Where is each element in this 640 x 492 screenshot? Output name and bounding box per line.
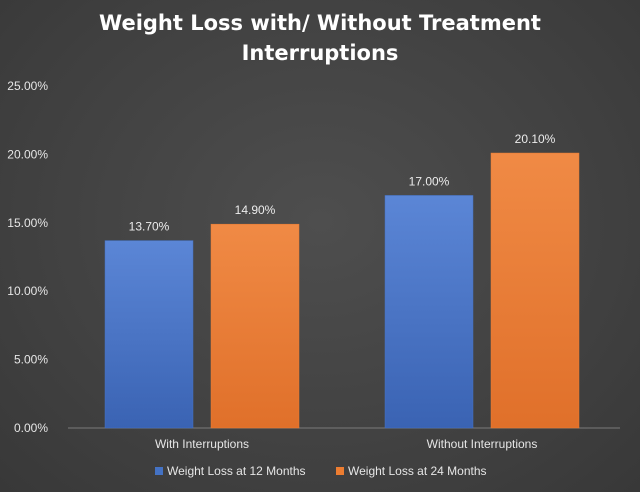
legend-swatch xyxy=(336,467,344,475)
legend-label: Weight Loss at 24 Months xyxy=(348,464,487,478)
legend-swatch xyxy=(155,467,163,475)
data-label: 14.90% xyxy=(235,203,276,217)
x-category-label: With Interruptions xyxy=(155,437,249,451)
x-category-label: Without Interruptions xyxy=(427,437,538,451)
bars xyxy=(104,152,580,429)
chart-title-line-1: Weight Loss with/ Without Treatment xyxy=(99,11,541,35)
y-axis: 0.00% 5.00% 10.00% 15.00% 20.00% 25.00% xyxy=(7,79,48,435)
data-labels: 13.70% 14.90% 17.00% 20.10% xyxy=(129,132,556,234)
y-tick-label: 0.00% xyxy=(14,421,48,435)
bar-24-months-without xyxy=(490,152,580,429)
data-label: 17.00% xyxy=(409,174,450,188)
y-tick-label: 10.00% xyxy=(7,284,48,298)
bar-12-months-without xyxy=(384,195,474,429)
legend: Weight Loss at 12 Months Weight Loss at 2… xyxy=(155,464,487,478)
y-tick-label: 20.00% xyxy=(7,147,48,161)
legend-label: Weight Loss at 12 Months xyxy=(167,464,306,478)
data-label: 20.10% xyxy=(515,132,556,146)
bar-12-months-with xyxy=(104,240,194,429)
bar-24-months-with xyxy=(210,223,300,429)
y-tick-label: 25.00% xyxy=(7,79,48,93)
y-tick-label: 5.00% xyxy=(14,353,48,367)
y-tick-label: 15.00% xyxy=(7,216,48,230)
chart-title-line-2: Interruptions xyxy=(242,41,399,65)
data-label: 13.70% xyxy=(129,220,170,234)
x-axis: With Interruptions Without Interruptions xyxy=(155,437,537,451)
